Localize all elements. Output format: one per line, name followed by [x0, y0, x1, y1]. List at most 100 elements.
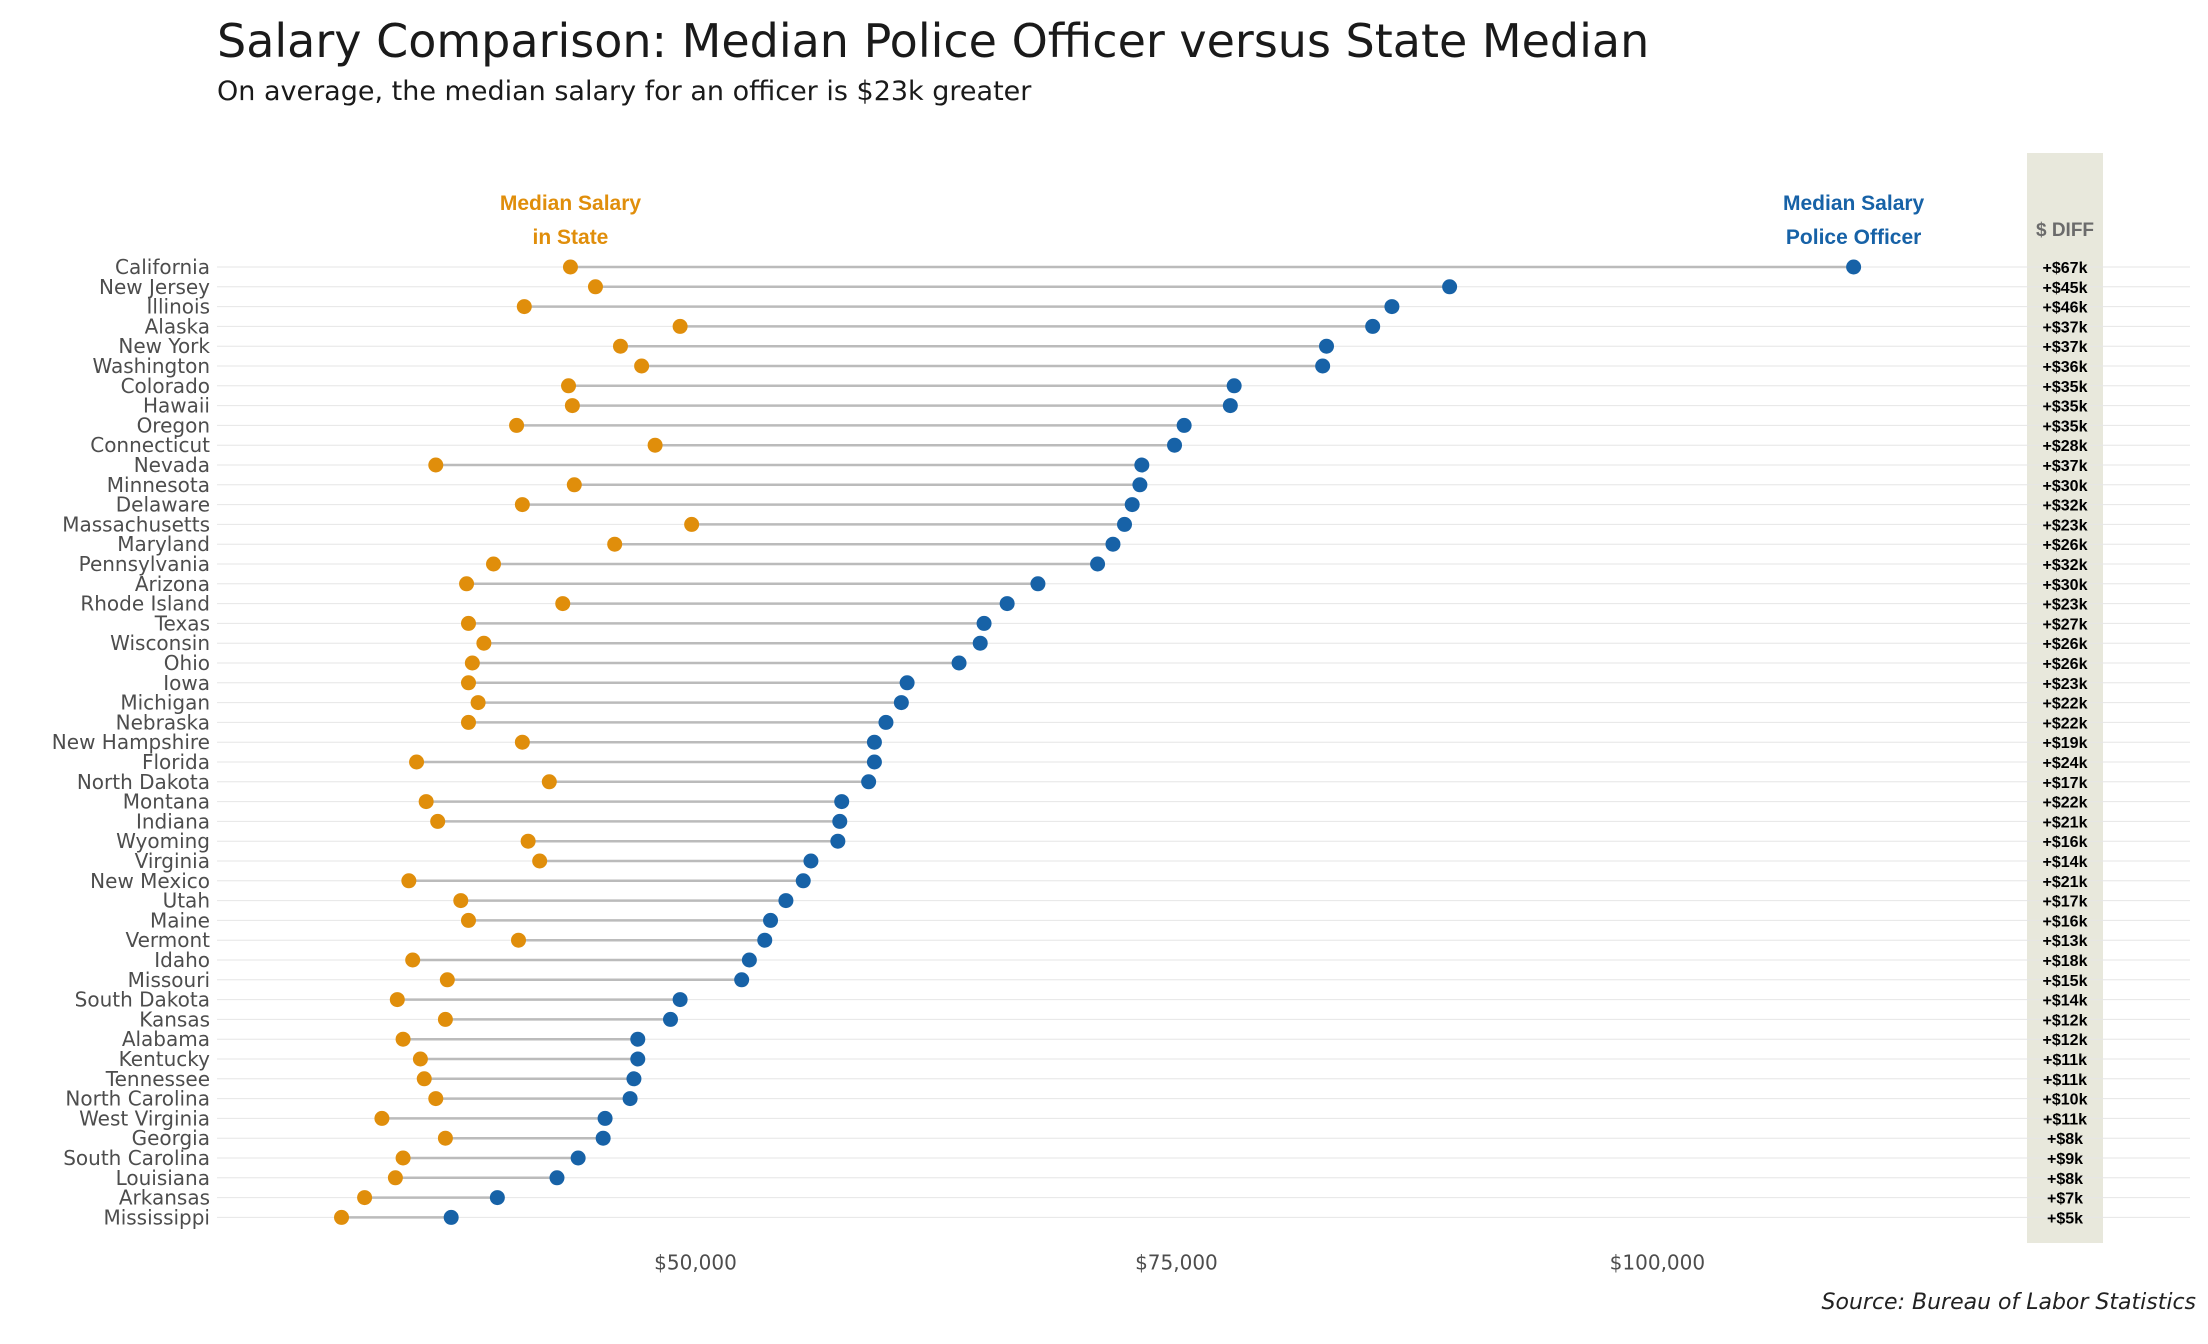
police-salary-point	[830, 833, 846, 849]
state-label: Missouri	[128, 968, 210, 992]
diff-header: $ DIFF	[2036, 220, 2094, 241]
state-label: Florida	[142, 750, 210, 774]
state-salary-point	[470, 695, 486, 711]
police-salary-point	[1134, 457, 1150, 473]
diff-value: +$11k	[2043, 1072, 2087, 1089]
state-salary-point	[460, 912, 476, 928]
state-label: Arkansas	[119, 1186, 210, 1210]
police-salary-point	[832, 813, 848, 829]
diff-value: +$26k	[2043, 656, 2088, 673]
state-salary-point	[511, 932, 527, 948]
series-label-police: Police Officer	[1786, 226, 1921, 249]
diff-value: +$26k	[2043, 636, 2088, 653]
state-label: Kansas	[139, 1007, 210, 1031]
state-salary-point	[430, 813, 446, 829]
diff-value: +$37k	[2043, 339, 2088, 356]
police-salary-point	[878, 714, 894, 730]
state-salary-point	[476, 635, 492, 651]
state-label: South Carolina	[63, 1146, 210, 1170]
diff-value: +$14k	[2043, 854, 2088, 871]
state-label: Kentucky	[119, 1047, 210, 1071]
diff-value: +$13k	[2043, 933, 2088, 950]
state-label: North Dakota	[77, 770, 210, 794]
police-salary-point	[741, 952, 757, 968]
state-label: Arizona	[135, 572, 210, 596]
diff-value: +$21k	[2043, 874, 2088, 891]
series-label-police: Median Salary	[1783, 192, 1925, 215]
diff-value: +$8k	[2047, 1131, 2083, 1148]
state-label: Michigan	[120, 691, 210, 715]
state-salary-point	[464, 655, 480, 671]
diff-value: +$12k	[2043, 1012, 2088, 1029]
state-label: Wisconsin	[110, 631, 210, 655]
diff-layer: +$67k +$45k +$46k +$37k +$37k +$36k +$35k +$35k…	[2036, 220, 2094, 1227]
state-label: Nevada	[134, 453, 210, 477]
state-label: Oregon	[137, 413, 210, 437]
diff-value: +$10k	[2043, 1092, 2088, 1109]
state-salary-point	[684, 516, 700, 532]
state-salary-point	[412, 1051, 428, 1067]
police-salary-point	[1226, 378, 1242, 394]
state-salary-point	[439, 972, 455, 988]
diff-value: +$7k	[2047, 1191, 2083, 1208]
police-salary-point	[1090, 556, 1106, 572]
state-salary-point	[607, 536, 623, 552]
diff-value: +$23k	[2043, 676, 2088, 693]
state-label: Alabama	[122, 1027, 210, 1051]
state-salary-point	[387, 1170, 403, 1186]
state-label: Indiana	[136, 809, 210, 833]
police-salary-point	[1030, 576, 1046, 592]
state-salary-point	[561, 378, 577, 394]
diff-value: +$32k	[2043, 498, 2088, 515]
police-salary-point	[1167, 437, 1183, 453]
police-salary-point	[1105, 536, 1121, 552]
x-tick-label: $50,000	[654, 1250, 737, 1274]
state-label: California	[115, 255, 210, 279]
police-salary-point	[757, 932, 773, 948]
diff-value: +$27k	[2043, 616, 2088, 633]
diff-value: +$19k	[2043, 735, 2088, 752]
state-label: Tennessee	[105, 1067, 210, 1091]
police-salary-point	[795, 873, 811, 889]
diff-value: +$23k	[2043, 517, 2088, 534]
police-salary-point	[1319, 338, 1335, 354]
diff-value: +$35k	[2043, 399, 2088, 416]
state-salary-point	[587, 279, 603, 295]
x-tick-label: $75,000	[1135, 1250, 1218, 1274]
state-label: Montana	[123, 790, 210, 814]
diff-value: +$37k	[2043, 458, 2088, 475]
police-salary-point	[1176, 417, 1192, 433]
police-salary-point	[1315, 358, 1331, 374]
chart-subtitle: On average, the median salary for an off…	[217, 76, 1032, 107]
diff-value: +$11k	[2043, 1111, 2087, 1128]
diff-value: +$22k	[2043, 795, 2088, 812]
police-salary-point	[597, 1110, 613, 1126]
state-label: Washington	[92, 354, 210, 378]
state-label: Virginia	[135, 849, 210, 873]
state-salary-point	[516, 299, 532, 315]
diff-value: +$8k	[2047, 1171, 2083, 1188]
state-label: Maryland	[117, 532, 210, 556]
diff-value: +$12k	[2043, 1032, 2088, 1049]
state-salary-point	[428, 457, 444, 473]
state-label: Massachusetts	[62, 512, 210, 536]
state-salary-point	[514, 497, 530, 513]
state-salary-point	[486, 556, 502, 572]
series-labels: Median Salary in State Median Salary Police…	[500, 192, 1925, 249]
state-salary-point	[555, 596, 571, 612]
diff-panel	[2027, 153, 2103, 1243]
point-layer	[334, 259, 1862, 1225]
police-salary-point	[972, 635, 988, 651]
state-label: Pennsylvania	[79, 552, 210, 576]
diff-value: +$37k	[2043, 319, 2088, 336]
state-salary-point	[405, 952, 421, 968]
state-salary-point	[395, 1150, 411, 1166]
diff-value: +$17k	[2043, 775, 2088, 792]
state-salary-point	[520, 833, 536, 849]
police-salary-point	[1124, 497, 1140, 513]
state-salary-point	[514, 734, 530, 750]
state-salary-point	[395, 1031, 411, 1047]
police-salary-point	[1384, 299, 1400, 315]
police-salary-point	[489, 1190, 505, 1206]
